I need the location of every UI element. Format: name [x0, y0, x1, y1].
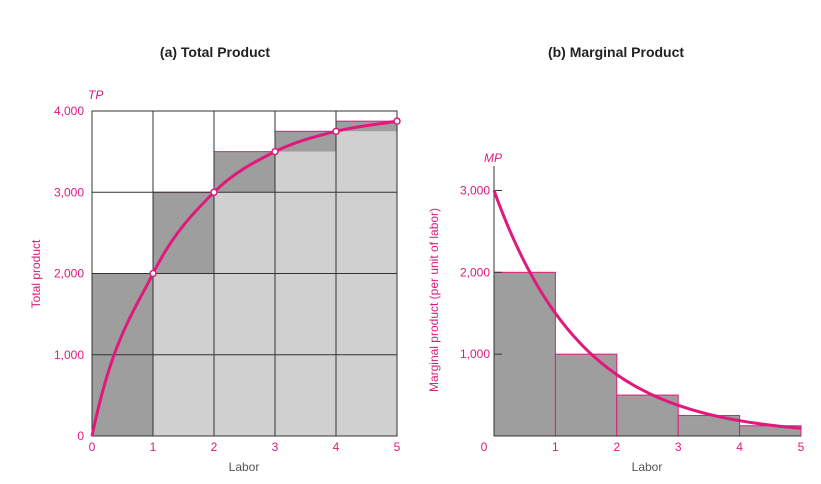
total-product-title: (a) Total Product	[160, 44, 271, 60]
marginal-product-bars	[493, 271, 802, 437]
tp-y-tick-label: 2,000	[54, 267, 84, 281]
mp-x-tick-label: 5	[798, 440, 805, 454]
mp-y-tick-label: 1,000	[460, 347, 490, 361]
mp-y-tick-label: 3,000	[460, 183, 490, 197]
marginal-product-y-axis-label: Marginal product (per unit of labor)	[427, 208, 441, 392]
marginal-product-ticks: 1,000 2,000 3,000 1 2 3 4 5 0	[460, 183, 805, 454]
mp-y-tick-label: 2,000	[460, 265, 490, 279]
mp-x-tick-label: 2	[613, 440, 620, 454]
tp-prior-output-block	[214, 192, 275, 436]
tp-y-tick-label: 0	[77, 429, 84, 443]
tp-plot-frame	[91, 110, 398, 437]
mp-curve-label: MP	[484, 151, 502, 165]
mp-x-tick-label: 1	[552, 440, 559, 454]
tp-data-point	[271, 147, 279, 156]
tp-y-tick-label: 3,000	[54, 185, 84, 199]
tp-data-point	[210, 188, 218, 196]
mp-origin-label: 0	[481, 440, 488, 454]
total-product-y-axis-label: Total product	[29, 239, 43, 308]
mp-curve	[492, 189, 802, 430]
tp-data-point	[393, 117, 401, 125]
tp-increment-block	[153, 192, 214, 274]
total-product-x-axis-label: Labor	[229, 460, 260, 474]
tp-data-point	[149, 269, 157, 278]
total-product-bars	[91, 111, 398, 437]
mp-x-tick-label: 4	[736, 440, 743, 454]
mp-x-tick-label: 3	[675, 440, 682, 454]
marginal-product-curve-group	[492, 189, 802, 430]
total-product-panel: (a) Total Product 01,0002,0003,0004,0000…	[29, 44, 401, 474]
tp-x-tick-label: 5	[394, 440, 401, 454]
total-product-ticks: 0 1,000 2,000 3,000 4,000 0 1 2 3 4 5	[54, 104, 401, 454]
marginal-product-title: (b) Marginal Product	[548, 44, 684, 60]
tp-x-tick-label: 1	[150, 440, 157, 454]
tp-y-tick-label: 4,000	[54, 104, 84, 118]
marginal-product-panel: (b) Marginal Product 1,000 2,000 3,000 1 2 3 4…	[427, 44, 805, 474]
tp-x-tick-label: 4	[333, 440, 340, 454]
total-product-curve-group	[90, 117, 401, 437]
tp-prior-output-block	[336, 131, 397, 436]
tp-curve-label: TP	[88, 88, 103, 102]
tp-x-tick-label: 2	[211, 440, 218, 454]
marginal-product-x-axis-label: Labor	[632, 460, 663, 474]
tp-x-tick-label: 0	[89, 440, 96, 454]
tp-prior-output-block	[275, 151, 336, 436]
tp-x-tick-label: 3	[272, 440, 279, 454]
tp-data-point	[332, 127, 340, 136]
tp-y-tick-label: 1,000	[54, 348, 84, 362]
mp-bar	[493, 271, 556, 437]
